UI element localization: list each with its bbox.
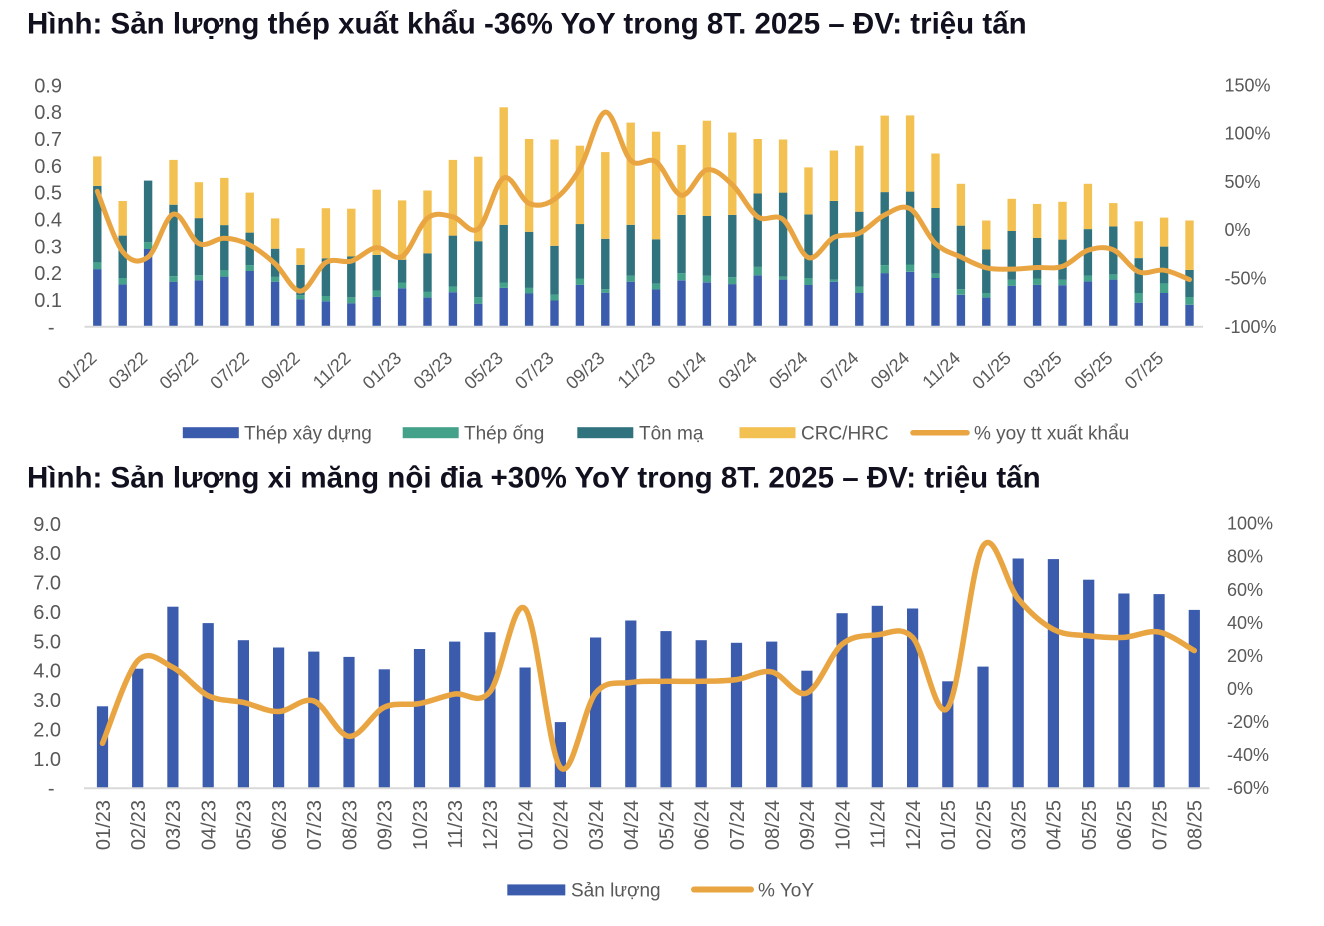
svg-text:04/25: 04/25 [1044,800,1066,850]
svg-text:07/25: 07/25 [1149,800,1171,850]
svg-text:10/23: 10/23 [410,800,432,850]
svg-text:11/24: 11/24 [868,800,890,849]
svg-text:CRC/HRC: CRC/HRC [801,424,889,445]
svg-text:-100%: -100% [1225,317,1277,337]
svg-text:0.2: 0.2 [34,263,62,285]
svg-text:-60%: -60% [1227,778,1269,798]
svg-text:06/24: 06/24 [692,800,714,850]
svg-text:12/23: 12/23 [480,800,502,850]
svg-text:02/23: 02/23 [128,800,150,850]
svg-text:0.8: 0.8 [34,102,62,124]
svg-text:20%: 20% [1227,646,1263,666]
svg-text:0.9: 0.9 [34,75,62,97]
svg-text:06/25: 06/25 [1114,800,1136,850]
svg-text:% yoy tt xuất khẩu: % yoy tt xuất khẩu [974,424,1129,445]
svg-text:0.4: 0.4 [34,210,62,232]
svg-text:12/24: 12/24 [903,800,925,850]
svg-text:0.7: 0.7 [34,129,62,151]
svg-text:% YoY: % YoY [758,881,814,902]
svg-text:Tôn mạ: Tôn mạ [639,424,704,445]
svg-text:3.0: 3.0 [33,690,61,712]
svg-text:8.0: 8.0 [33,543,61,565]
svg-text:03/24: 03/24 [586,800,608,850]
svg-text:-: - [48,317,55,339]
svg-text:03/25: 03/25 [1009,800,1031,850]
svg-text:100%: 100% [1227,514,1273,534]
svg-text:9.0: 9.0 [33,514,61,536]
svg-text:100%: 100% [1225,124,1271,144]
svg-text:0.5: 0.5 [34,183,62,205]
svg-text:-20%: -20% [1227,712,1269,732]
svg-text:01/24: 01/24 [515,800,537,850]
svg-text:0%: 0% [1227,679,1253,699]
svg-text:Sản lượng: Sản lượng [571,881,661,902]
svg-text:-40%: -40% [1227,745,1269,765]
svg-text:07/24: 07/24 [727,800,749,850]
svg-text:04/24: 04/24 [621,800,643,850]
svg-text:02/25: 02/25 [973,800,995,850]
svg-text:0.1: 0.1 [34,290,62,312]
svg-text:08/25: 08/25 [1185,800,1207,850]
svg-text:Hình: Sản lượng xi măng nội đi: Hình: Sản lượng xi măng nội đia +30% YoY… [27,462,1041,495]
svg-text:5.0: 5.0 [33,631,61,653]
svg-text:4.0: 4.0 [33,661,61,683]
svg-text:09/23: 09/23 [375,800,397,850]
svg-text:01/25: 01/25 [938,800,960,850]
svg-text:Thép ống: Thép ống [464,424,544,445]
svg-text:50%: 50% [1225,172,1261,192]
svg-text:08/23: 08/23 [339,800,361,850]
svg-text:0%: 0% [1225,220,1251,240]
svg-text:11/23: 11/23 [445,800,467,849]
svg-text:150%: 150% [1225,75,1271,95]
svg-text:-50%: -50% [1225,269,1267,289]
svg-text:60%: 60% [1227,580,1263,600]
svg-text:04/23: 04/23 [199,800,221,850]
svg-text:01/23: 01/23 [93,800,115,850]
svg-text:0.3: 0.3 [34,236,62,258]
svg-text:Hình: Sản lượng thép xuất khẩu: Hình: Sản lượng thép xuất khẩu -36% YoY … [27,8,1027,41]
svg-text:0.6: 0.6 [34,156,62,178]
svg-text:02/24: 02/24 [551,800,573,850]
svg-text:7.0: 7.0 [33,573,61,595]
svg-text:-: - [48,778,55,800]
svg-text:07/23: 07/23 [304,800,326,850]
svg-text:80%: 80% [1227,547,1263,567]
svg-text:05/23: 05/23 [234,800,256,850]
svg-text:05/24: 05/24 [656,800,678,850]
svg-text:40%: 40% [1227,613,1263,633]
svg-text:2.0: 2.0 [33,720,61,742]
svg-text:6.0: 6.0 [33,602,61,624]
svg-text:06/23: 06/23 [269,800,291,850]
svg-text:08/24: 08/24 [762,800,784,850]
svg-text:1.0: 1.0 [33,749,61,771]
svg-text:05/25: 05/25 [1079,800,1101,850]
svg-text:Thép xây dựng: Thép xây dựng [244,424,372,445]
svg-text:10/24: 10/24 [832,800,854,850]
svg-text:09/24: 09/24 [797,800,819,850]
svg-text:03/23: 03/23 [163,800,185,850]
